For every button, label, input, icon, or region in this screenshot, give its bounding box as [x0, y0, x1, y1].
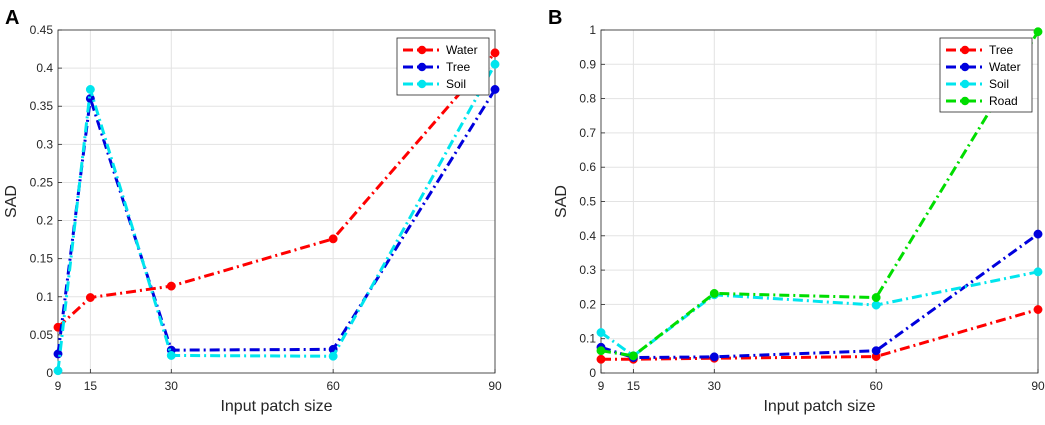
y-tick-label: 0.25	[30, 175, 54, 189]
x-tick-label: 60	[326, 379, 340, 393]
legend-label: Tree	[446, 60, 471, 74]
series-road	[596, 27, 1043, 361]
data-point	[596, 346, 606, 356]
series-soil	[53, 59, 500, 376]
series-line	[601, 308, 1039, 361]
data-point	[596, 354, 606, 364]
legend: Tree Water Soil Road	[939, 37, 1033, 113]
x-tick-label: 90	[488, 379, 502, 393]
y-axis-label: SAD	[3, 185, 20, 218]
y-tick-label: 0.8	[579, 92, 596, 106]
data-point	[1033, 267, 1043, 277]
data-point	[871, 346, 881, 356]
data-point	[871, 293, 881, 302]
legend-marker	[417, 62, 427, 72]
y-tick-label: 0.1	[36, 290, 53, 304]
y-tick-label: 0.6	[579, 160, 596, 174]
y-tick-label: 0.1	[579, 332, 596, 346]
data-point	[166, 351, 176, 360]
y-tick-label: 0.9	[579, 57, 596, 71]
panel-label: B	[548, 7, 562, 29]
x-tick-label: 60	[869, 379, 883, 393]
legend-marker	[960, 45, 970, 55]
data-point	[490, 85, 500, 94]
x-tick-label: 30	[165, 379, 179, 393]
chart-panel-b: 0 0.1 0.2 0.3 0.4 0.5 0.6 0.7 0.8 0.9 1 9 15 30 60 90 In…	[548, 7, 1045, 415]
data-point	[1033, 27, 1043, 37]
data-point	[628, 351, 638, 361]
axes-frame	[57, 29, 496, 374]
y-tick-label: 0	[46, 366, 53, 380]
data-point	[709, 288, 719, 298]
y-tick-label: 1	[589, 23, 596, 37]
data-point	[709, 352, 719, 362]
y-tick-label: 0.2	[579, 297, 596, 311]
y-tick-label: 0.7	[579, 126, 596, 140]
x-axis-label: Input patch size	[220, 398, 332, 415]
x-tick-label: 30	[708, 379, 722, 393]
y-tick-label: 0.3	[579, 263, 596, 277]
data-point	[1033, 229, 1043, 239]
data-point	[328, 351, 338, 361]
legend-label: Road	[989, 94, 1018, 108]
y-tick-label: 0.2	[36, 214, 53, 228]
y-tick-label: 0.05	[30, 328, 54, 342]
data-point	[1033, 305, 1043, 314]
y-tick-label: 0.3	[36, 137, 53, 151]
y-axis-label: SAD	[553, 185, 570, 218]
legend-marker	[417, 45, 427, 55]
legend-marker	[960, 79, 970, 89]
x-tick-label: 15	[84, 379, 98, 393]
legend-marker	[960, 96, 970, 106]
data-point	[166, 281, 176, 291]
legend-label: Tree	[989, 43, 1014, 57]
x-tick-label: 15	[627, 379, 641, 393]
y-tick-label: 0.45	[30, 23, 54, 37]
data-point	[871, 300, 881, 310]
y-tick-label: 0.15	[30, 252, 54, 266]
legend-marker	[417, 79, 427, 89]
data-point	[490, 48, 500, 58]
legend-label: Soil	[989, 77, 1009, 91]
legend-marker	[960, 62, 970, 72]
y-tick-label: 0.4	[579, 229, 596, 243]
y-tick-label: 0.4	[36, 61, 53, 75]
x-axis-label: Input patch size	[763, 398, 875, 415]
data-point	[328, 234, 338, 244]
legend-label: Water	[989, 60, 1021, 74]
data-point	[53, 366, 63, 376]
x-tick-label: 90	[1031, 379, 1045, 393]
y-tick-label: 0.5	[579, 195, 596, 209]
x-tick-label: 9	[598, 379, 605, 393]
x-tick-label: 9	[55, 379, 62, 393]
y-tick-label: 0.35	[30, 99, 54, 113]
legend-label: Soil	[446, 77, 466, 91]
legend-label: Water	[446, 43, 478, 57]
chart-panel-a: 0 0.05 0.1 0.15 0.2 0.25 0.3 0.35 0.4 0.45 9 15 30 60…	[3, 7, 502, 415]
y-tick-label: 0	[589, 366, 596, 380]
legend: Water Tree Soil	[396, 37, 490, 96]
panel-label: A	[5, 7, 19, 29]
data-point	[596, 328, 606, 337]
data-point	[85, 293, 95, 302]
data-point	[490, 59, 500, 69]
data-point	[85, 85, 95, 94]
